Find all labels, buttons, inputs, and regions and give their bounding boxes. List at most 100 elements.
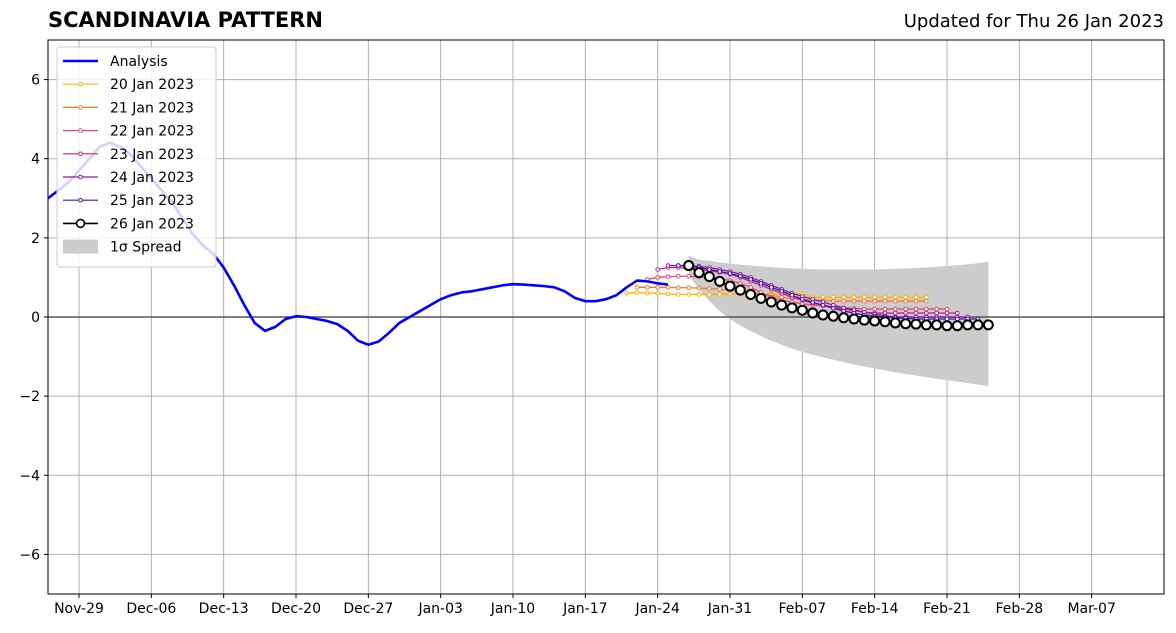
series-point <box>717 269 722 274</box>
series-point <box>858 314 870 326</box>
series-point <box>827 310 839 322</box>
series-point <box>676 263 681 268</box>
x-tick-label: Mar-07 <box>1067 601 1115 617</box>
series-point <box>665 274 671 279</box>
series-point <box>972 319 984 331</box>
series-point <box>838 312 850 324</box>
series-point <box>776 299 788 311</box>
series-point <box>851 294 857 300</box>
series-point <box>879 316 891 328</box>
series-point <box>893 306 898 312</box>
series-point <box>941 320 953 332</box>
series-point <box>645 290 650 296</box>
series-point <box>724 280 736 292</box>
legend-marker-series <box>75 218 86 229</box>
series-point <box>765 296 777 308</box>
x-tick-label: Dec-06 <box>126 601 176 617</box>
series-point <box>831 305 836 311</box>
series-point <box>634 285 640 290</box>
x-tick-label: Jan-03 <box>417 601 462 617</box>
series-point <box>676 292 681 297</box>
series-point <box>796 304 808 316</box>
legend-box <box>56 46 217 268</box>
series-point <box>851 298 857 304</box>
x-tick-label: Dec-13 <box>199 601 249 617</box>
series-point <box>862 298 867 304</box>
series-point <box>893 294 898 300</box>
series-point <box>676 285 681 291</box>
series-point <box>944 306 950 312</box>
x-tick-label: Jan-31 <box>707 601 752 617</box>
series-point <box>951 320 963 332</box>
series-point <box>872 294 877 300</box>
x-tick-label: Dec-20 <box>271 601 321 617</box>
series-point <box>693 267 705 279</box>
series-point <box>745 288 757 300</box>
series-point <box>786 302 798 314</box>
x-tick-label: Nov-29 <box>54 601 104 617</box>
series-point <box>758 281 764 286</box>
series-point <box>893 310 898 316</box>
spread-layer <box>688 255 989 387</box>
series-point <box>920 319 932 331</box>
series-point <box>862 294 867 300</box>
series-point <box>955 310 960 316</box>
series-point <box>727 291 733 297</box>
series-point <box>869 315 881 327</box>
series-point <box>924 298 929 304</box>
series-point <box>683 260 695 272</box>
series-point <box>789 292 795 298</box>
y-tick-label: 0 <box>31 310 40 326</box>
series-point <box>714 275 726 287</box>
series-point <box>934 310 939 316</box>
y-tick-label: −6 <box>19 547 40 563</box>
series-point <box>889 317 901 329</box>
x-tick-label: Feb-14 <box>851 601 899 617</box>
series-point <box>831 294 836 300</box>
series-point <box>810 300 815 305</box>
series-point <box>931 319 943 331</box>
series-point <box>913 298 919 304</box>
x-tick-label: Jan-17 <box>562 601 607 617</box>
legend-label-series: 22 Jan 2023 <box>110 124 194 140</box>
y-tick-label: −2 <box>19 389 40 405</box>
legend: Analysis 20 Jan 2023 21 Jan 2023 22 Jan 202… <box>56 46 217 268</box>
series-point <box>748 277 753 282</box>
spread-band <box>688 255 989 387</box>
series-point <box>934 306 939 312</box>
series-point <box>831 298 836 304</box>
series-point <box>755 292 767 304</box>
series-point <box>924 294 929 300</box>
axis-layer: Nov-29 Dec-06 Dec-13 Dec-20 Dec-27 Jan-03 Jan-… <box>19 39 1165 617</box>
series-point <box>848 313 860 325</box>
series-point <box>944 310 950 316</box>
series-point <box>817 309 829 321</box>
series-point <box>748 285 753 290</box>
y-tick-label: 4 <box>31 152 40 168</box>
series-point <box>924 310 929 316</box>
series-point <box>903 310 908 316</box>
series-point <box>807 307 819 319</box>
legend-swatch-spread <box>63 239 98 254</box>
series-point <box>900 318 912 330</box>
series-point <box>624 290 629 296</box>
series-point <box>882 294 888 300</box>
series-point <box>882 306 888 312</box>
series-point <box>924 306 929 312</box>
series-point <box>655 267 660 272</box>
series-point <box>686 273 691 279</box>
series-layer <box>47 141 994 347</box>
series-point <box>841 298 846 304</box>
x-tick-label: Dec-27 <box>343 601 393 617</box>
x-tick-label: Feb-21 <box>923 601 971 617</box>
x-tick-label: Jan-10 <box>490 601 535 617</box>
series-point <box>655 285 660 290</box>
series-point <box>962 319 974 331</box>
plot-frame <box>47 39 1165 595</box>
series-point <box>707 267 712 272</box>
series-point <box>913 306 919 312</box>
legend-label-spread: 1σ Spread <box>110 240 182 256</box>
series-point <box>903 298 908 304</box>
series-point <box>686 292 691 297</box>
y-tick-label: 2 <box>31 231 40 247</box>
